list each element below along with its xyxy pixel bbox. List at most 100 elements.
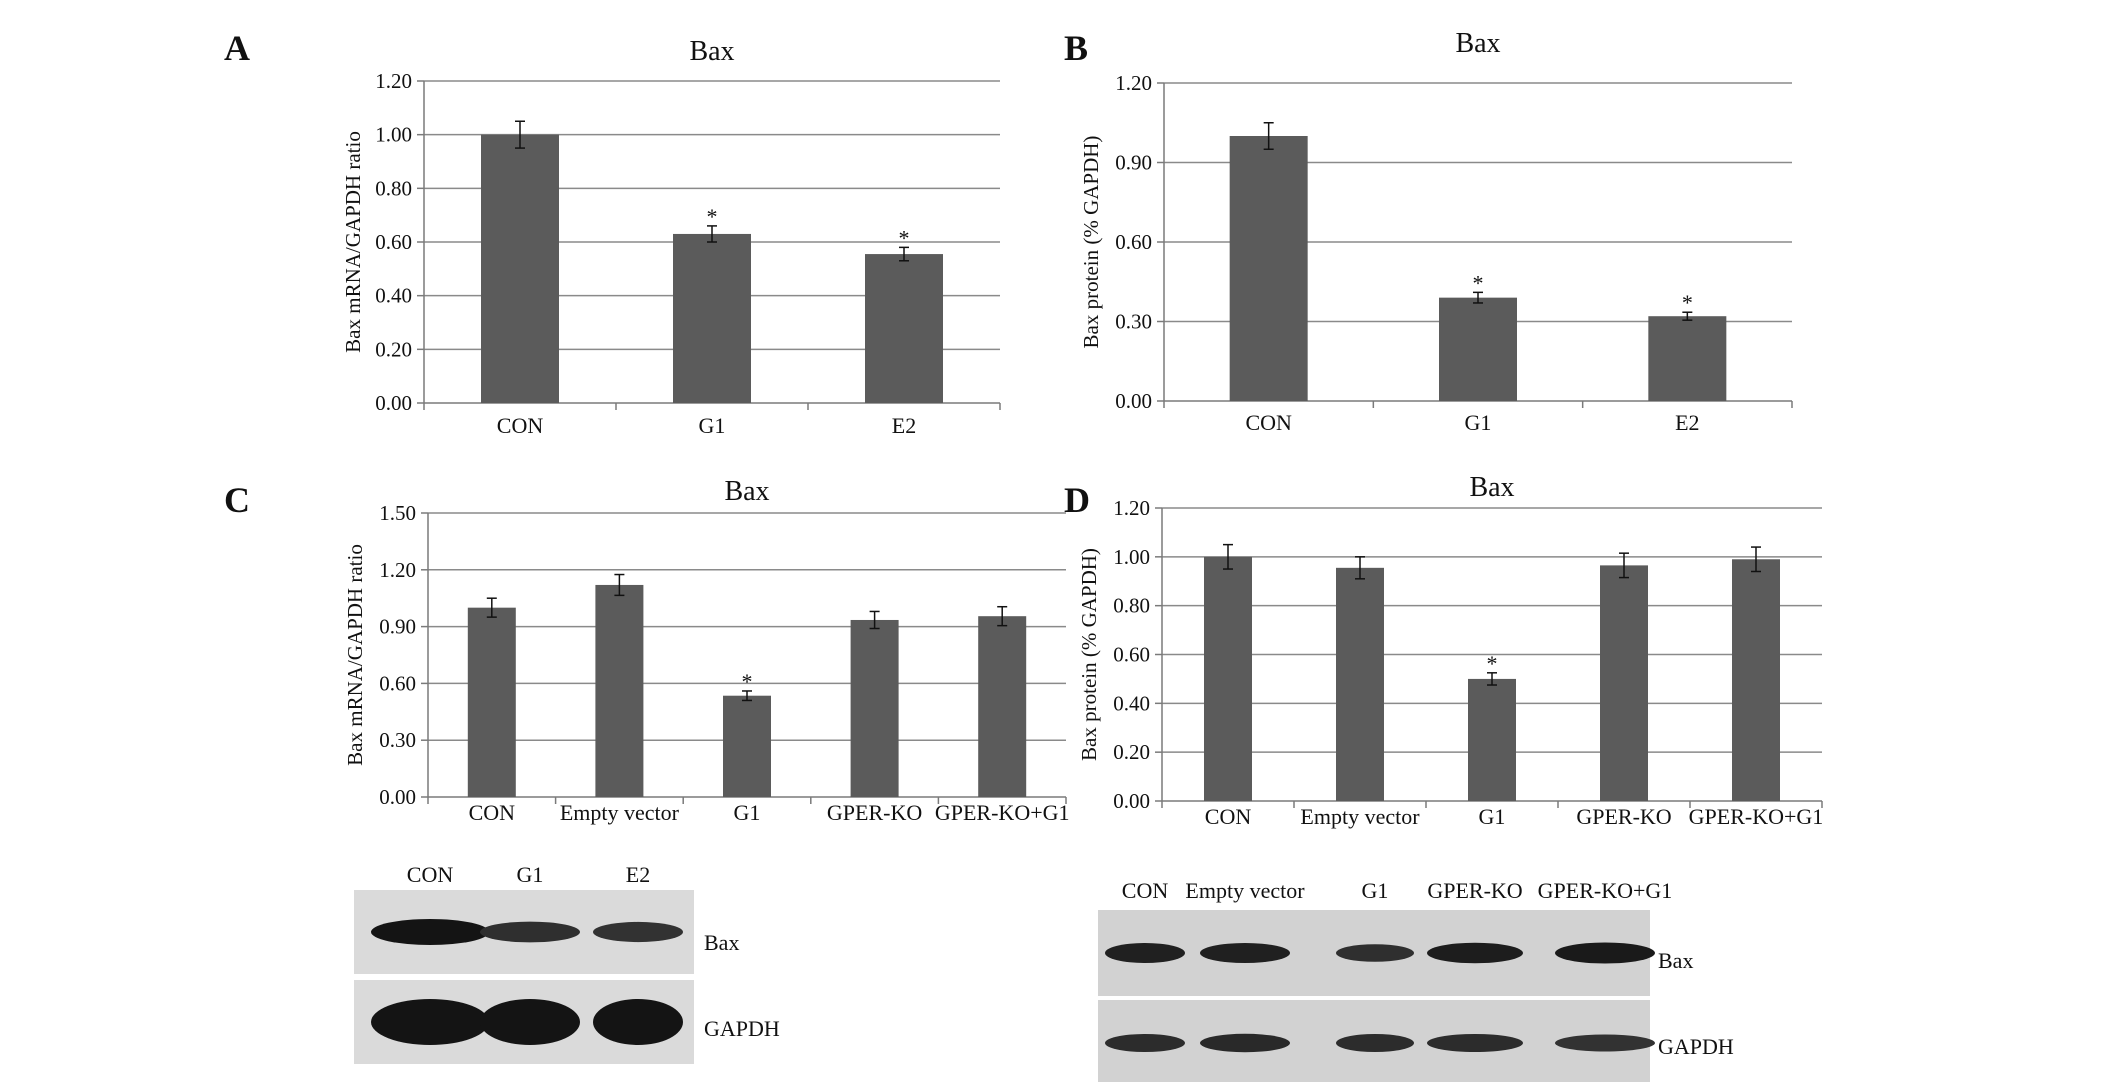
x-tick-label: Empty vector xyxy=(560,800,680,825)
blot-row-label: GAPDH xyxy=(1658,1034,1734,1059)
y-tick-label: 0.60 xyxy=(1113,643,1150,667)
bar xyxy=(978,616,1027,797)
x-tick-label: G1 xyxy=(1479,804,1506,829)
y-tick-label: 0.20 xyxy=(1113,740,1150,764)
x-tick-label: GPER-KO+G1 xyxy=(935,800,1070,825)
panel-letter-a: A xyxy=(224,28,250,68)
significance-marker: * xyxy=(1682,290,1693,315)
x-tick-label: G1 xyxy=(1465,410,1492,435)
blot-band xyxy=(1105,1033,1185,1053)
x-tick-label: E2 xyxy=(892,413,916,438)
y-tick-label: 0.00 xyxy=(1115,389,1152,413)
panel-letter-b: B xyxy=(1064,28,1088,68)
y-tick-label: 1.20 xyxy=(1115,71,1152,95)
bar xyxy=(865,254,943,403)
blot-band xyxy=(371,999,489,1045)
blot-band xyxy=(593,921,683,943)
blot-band xyxy=(1555,942,1655,964)
blot-lane-label: CON xyxy=(1122,878,1169,903)
y-axis-label: Bax protein (% GAPDH) xyxy=(1079,136,1103,349)
blot-band xyxy=(1555,1034,1655,1052)
y-tick-label: 0.80 xyxy=(1113,594,1150,618)
x-tick-label: GPER-KO xyxy=(827,800,922,825)
bar xyxy=(850,619,899,797)
blot-lane-label: G1 xyxy=(517,862,544,887)
significance-marker: * xyxy=(707,204,718,229)
bar xyxy=(723,695,771,797)
x-tick-label: G1 xyxy=(734,800,761,825)
bar xyxy=(1600,565,1648,801)
blot-row-label: Bax xyxy=(1658,948,1693,973)
y-tick-label: 0.40 xyxy=(375,284,412,308)
blot-lane-label: GPER-KO xyxy=(1427,878,1522,903)
blot-row-label: GAPDH xyxy=(704,1016,780,1041)
y-tick-label: 0.80 xyxy=(375,176,412,200)
x-tick-label: CON xyxy=(1245,410,1292,435)
bar xyxy=(1648,316,1727,401)
western-blot-right: CON Empty vector G1 GPER-KO GPER-KO+G1 Bax GAP… xyxy=(1098,878,1734,1082)
bar xyxy=(595,584,644,797)
x-tick-label: E2 xyxy=(1675,410,1699,435)
blot-row-label: Bax xyxy=(704,930,739,955)
chart-title: Bax xyxy=(1455,28,1500,59)
bar xyxy=(673,233,751,403)
y-tick-label: 0.00 xyxy=(375,391,412,415)
y-tick-label: 1.20 xyxy=(375,69,412,93)
chart-a: Bax Bax mRNA/GAPDH ratio 0.00 0.20 0.40 0.60 0… xyxy=(341,36,1001,438)
significance-marker: * xyxy=(899,225,910,250)
y-axis-label: Bax mRNA/GAPDH ratio xyxy=(341,131,365,353)
y-axis-label: Bax protein (% GAPDH) xyxy=(1077,548,1101,761)
y-tick-label: 0.60 xyxy=(379,671,416,695)
blot-band xyxy=(1427,942,1523,964)
bar xyxy=(1732,559,1780,801)
panel-letter-c: C xyxy=(224,480,250,520)
x-tick-label: GPER-KO+G1 xyxy=(1689,804,1824,829)
blot-lane-label: E2 xyxy=(626,862,650,887)
y-tick-label: 1.20 xyxy=(379,558,416,582)
blot-band xyxy=(1336,1033,1414,1053)
western-blot-left: CON G1 E2 Bax GAPDH xyxy=(354,862,780,1064)
blot-lane-label: CON xyxy=(407,862,454,887)
x-tick-label: CON xyxy=(469,800,516,825)
blot-lane-label: Empty vector xyxy=(1185,878,1305,903)
bar xyxy=(1229,136,1308,401)
blot-band xyxy=(1336,944,1414,962)
y-tick-label: 1.50 xyxy=(379,501,416,525)
y-tick-label: 0.60 xyxy=(375,230,412,254)
blot-band xyxy=(371,919,489,945)
bar xyxy=(1336,567,1384,801)
y-tick-label: 1.00 xyxy=(1113,545,1150,569)
blot-band xyxy=(593,999,683,1045)
blot-band xyxy=(1200,1033,1290,1053)
chart-title: Bax xyxy=(689,36,734,67)
chart-title: Bax xyxy=(724,476,769,507)
chart-d: Bax Bax protein (% GAPDH) 0.00 0.20 0.40 0.60… xyxy=(1077,472,1823,829)
y-tick-label: 0.90 xyxy=(1115,151,1152,175)
y-tick-label: 0.00 xyxy=(1113,789,1150,813)
blot-band xyxy=(480,999,580,1045)
chart-c: Bax Bax mRNA/GAPDH ratio 0.00 0.30 0.60 0.90 1… xyxy=(343,476,1070,825)
blot-band xyxy=(1427,1033,1523,1053)
bar xyxy=(1468,678,1516,801)
chart-title: Bax xyxy=(1469,472,1514,503)
y-tick-label: 0.30 xyxy=(379,728,416,752)
y-tick-label: 0.40 xyxy=(1113,691,1150,715)
y-tick-label: 0.20 xyxy=(375,337,412,361)
blot-band xyxy=(1200,942,1290,964)
blot-lane-label: G1 xyxy=(1362,878,1389,903)
bar xyxy=(1204,556,1252,801)
significance-marker: * xyxy=(1487,651,1498,676)
y-tick-label: 1.20 xyxy=(1113,496,1150,520)
y-axis-label: Bax mRNA/GAPDH ratio xyxy=(343,544,367,766)
y-tick-label: 1.00 xyxy=(375,123,412,147)
x-tick-label: G1 xyxy=(699,413,726,438)
y-tick-label: 0.90 xyxy=(379,615,416,639)
x-tick-label: GPER-KO xyxy=(1576,804,1671,829)
significance-marker: * xyxy=(1473,270,1484,295)
significance-marker: * xyxy=(742,669,753,694)
bar xyxy=(467,607,516,797)
blot-lane-label: GPER-KO+G1 xyxy=(1538,878,1673,903)
x-tick-label: Empty vector xyxy=(1300,804,1420,829)
bar xyxy=(481,134,559,403)
